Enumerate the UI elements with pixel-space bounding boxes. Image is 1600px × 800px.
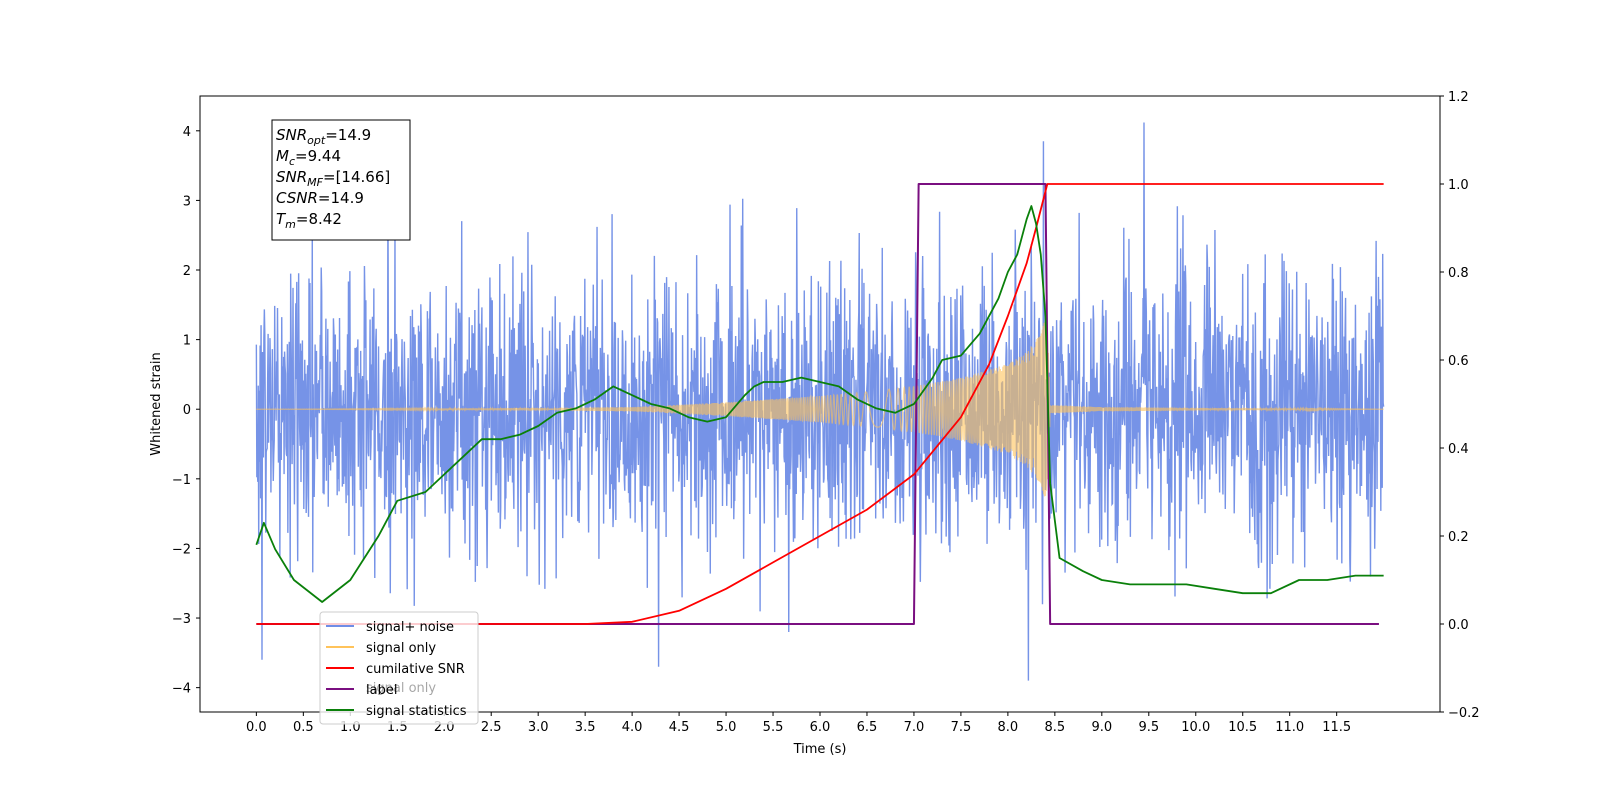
x-tick-label: 3.0	[528, 720, 549, 735]
annotation-line: Tm=8.42	[276, 210, 342, 231]
legend-ghost-label: signal only	[366, 681, 436, 696]
series-signal-statistics	[255, 205, 1384, 603]
y-tick-label: 4	[183, 125, 191, 140]
y2-tick-label: 1.2	[1448, 90, 1469, 105]
x-tick-label: 7.5	[951, 720, 972, 735]
y2-tick-label: 1.0	[1448, 178, 1469, 193]
y2-tick-label: 0.2	[1448, 530, 1469, 545]
x-tick-label: 9.5	[1138, 720, 1159, 735]
y-axis-left: 4 3 2 1 0 −1 −2 −3 −4	[172, 125, 200, 697]
y2-tick-label: 0.8	[1448, 266, 1469, 281]
legend-entry-label: signal+ noise	[366, 620, 454, 635]
y2-tick-label: 0.6	[1448, 354, 1469, 369]
x-tick-label: 4.0	[622, 720, 643, 735]
legend: signal only signal+ noise signal only cumil…	[319, 611, 479, 725]
y-tick-label: −2	[172, 542, 191, 557]
annotation-frame	[271, 119, 411, 241]
annotation-line: CSNR=14.9	[276, 189, 364, 207]
legend-entry-label: signal only	[366, 641, 436, 656]
series-label	[256, 183, 1379, 625]
y-axis-right: 1.2 1.0 0.8 0.6 0.4 0.2 0.0 −0.2	[1440, 90, 1480, 721]
legend-entry-label: cumilative SNR	[366, 662, 465, 677]
x-tick-label: 6.0	[810, 720, 831, 735]
x-tick-label: 10.0	[1181, 720, 1210, 735]
plot-area	[255, 122, 1385, 681]
x-tick-label: 7.0	[904, 720, 925, 735]
y-tick-label: 1	[183, 334, 191, 349]
x-tick-label: 4.5	[669, 720, 690, 735]
annotation-line: Mc=9.44	[276, 147, 341, 168]
y-axis-label: Whitened strain	[149, 352, 164, 455]
series-signal-only	[256, 321, 1384, 497]
y-tick-label: 3	[183, 194, 191, 209]
y-tick-label: −4	[172, 682, 191, 697]
x-tick-label: 11.0	[1275, 720, 1304, 735]
x-tick-label: 5.5	[763, 720, 784, 735]
x-tick-label: 10.5	[1228, 720, 1257, 735]
y2-tick-label: 0.4	[1448, 442, 1469, 457]
x-axis-label: Time (s)	[793, 742, 847, 757]
legend-entry-label: label	[366, 683, 397, 698]
y-tick-label: −3	[172, 612, 191, 627]
x-tick-label: 9.0	[1091, 720, 1112, 735]
legend-entry-label: signal statistics	[366, 704, 467, 719]
x-tick-label: 11.5	[1322, 720, 1351, 735]
y2-tick-label: −0.2	[1448, 706, 1480, 721]
x-tick-label: 2.5	[481, 720, 502, 735]
series-signal-noise	[255, 122, 1385, 681]
x-tick-label: 0.5	[293, 720, 314, 735]
x-tick-label: 8.0	[998, 720, 1019, 735]
annotation-line: SNRopt=14.9	[276, 126, 371, 147]
y-tick-label: −1	[172, 473, 191, 488]
y-tick-label: 2	[183, 264, 191, 279]
x-tick-label: 3.5	[575, 720, 596, 735]
x-tick-label: 5.0	[716, 720, 737, 735]
annotation-box: SNRopt=14.9Mc=9.44SNRMF=[14.66]CSNR=14.9…	[271, 119, 411, 241]
series-cumulative-snr	[256, 183, 1384, 625]
y-tick-label: 0	[183, 403, 191, 418]
annotation-line: SNRMF=[14.66]	[276, 168, 390, 189]
x-tick-label: 0.0	[246, 720, 267, 735]
y2-tick-label: 0.0	[1448, 618, 1469, 633]
x-tick-label: 8.5	[1045, 720, 1066, 735]
x-tick-label: 6.5	[857, 720, 878, 735]
legend-frame	[319, 611, 479, 725]
